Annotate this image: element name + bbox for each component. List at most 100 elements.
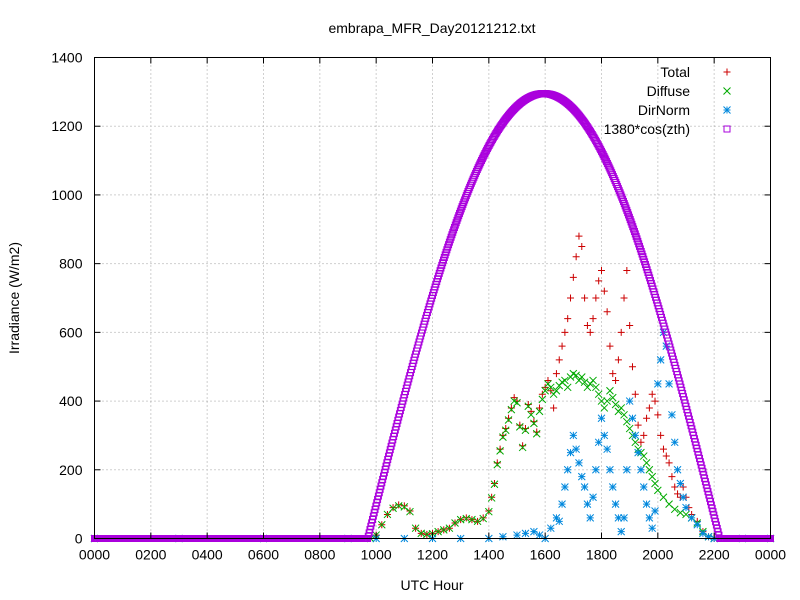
data-point [668, 473, 676, 481]
data-point [558, 500, 566, 508]
data-point [653, 380, 662, 388]
data-point [648, 390, 656, 398]
x-tick-label: 1000 [361, 547, 392, 563]
data-point [535, 407, 544, 416]
data-point [589, 376, 597, 385]
data-point [383, 510, 392, 519]
data-point [614, 514, 623, 522]
data-point [676, 479, 685, 488]
data-point [400, 503, 409, 511]
data-point [456, 209, 464, 217]
data-point [665, 380, 673, 388]
data-point [657, 431, 665, 439]
data-point [609, 370, 617, 378]
data-point [598, 267, 605, 275]
data-point [597, 414, 606, 423]
data-point [566, 448, 575, 457]
data-point [592, 294, 600, 302]
data-point [628, 363, 636, 371]
data-point [515, 422, 524, 431]
data-point [687, 514, 696, 522]
data-point [586, 328, 594, 336]
data-point [611, 500, 620, 508]
x-tick-label: 1600 [530, 547, 561, 563]
data-point [513, 531, 521, 539]
data-point [606, 386, 614, 395]
data-point [535, 531, 544, 539]
data-point [552, 386, 561, 395]
data-point [563, 465, 572, 474]
data-point [569, 431, 578, 440]
data-point [622, 465, 631, 474]
data-point [693, 520, 702, 529]
data-point [670, 505, 679, 514]
x-tick-label: 0000 [755, 547, 786, 563]
data-point [630, 225, 638, 233]
data-point [620, 294, 628, 302]
x-tick-label: 0000 [79, 547, 110, 563]
data-point [504, 416, 513, 424]
data-point [633, 235, 641, 243]
data-point [524, 402, 533, 411]
data-point [513, 398, 521, 407]
data-point [640, 431, 648, 439]
data-point [608, 483, 617, 491]
data-point [634, 448, 642, 457]
data-point [507, 405, 516, 414]
legend-marker [723, 68, 731, 76]
y-axis-label: Irradiance (W/m2) [6, 242, 22, 354]
series-cross [90, 369, 775, 543]
data-point [561, 483, 569, 491]
data-point [453, 216, 461, 224]
x-tick-label: 0400 [192, 547, 223, 563]
data-point [530, 418, 538, 426]
data-point [518, 443, 527, 452]
data-point [450, 223, 458, 231]
data-point [589, 315, 597, 323]
x-tick-label: 2200 [699, 547, 730, 563]
data-point [659, 493, 668, 502]
data-point [450, 226, 458, 234]
data-point [445, 238, 453, 246]
data-point [561, 376, 569, 385]
data-point [651, 397, 659, 405]
data-point [645, 404, 653, 412]
legend-label: 1380*cos(zth) [604, 121, 690, 137]
data-point [519, 442, 527, 450]
data-point [400, 502, 408, 510]
data-point [451, 519, 459, 527]
data-point [670, 438, 679, 447]
data-point [580, 483, 589, 491]
data-point [459, 200, 467, 208]
data-point [581, 294, 589, 302]
data-point [682, 503, 690, 512]
data-point [662, 452, 670, 460]
data-point [611, 400, 620, 409]
data-point [484, 507, 493, 516]
data-point [473, 517, 482, 526]
data-point [643, 414, 651, 422]
data-point [455, 212, 463, 220]
data-point [499, 433, 507, 441]
data-point [550, 404, 558, 412]
data-point [448, 231, 456, 239]
data-point [558, 342, 566, 350]
data-point [552, 370, 560, 378]
data-point [622, 417, 631, 426]
data-point [628, 220, 636, 228]
data-point [631, 431, 640, 440]
data-point [668, 410, 676, 419]
data-point [620, 410, 628, 419]
data-point [460, 198, 468, 206]
y-tick-label: 600 [59, 324, 83, 340]
data-point [625, 211, 633, 219]
data-points [90, 90, 775, 543]
data-point [627, 218, 635, 226]
data-point [479, 514, 488, 523]
data-point [572, 371, 581, 380]
x-tick-label: 0800 [304, 547, 335, 563]
legend-marker [723, 125, 731, 133]
data-point [631, 390, 639, 398]
data-point [704, 532, 713, 541]
data-point [575, 459, 583, 467]
